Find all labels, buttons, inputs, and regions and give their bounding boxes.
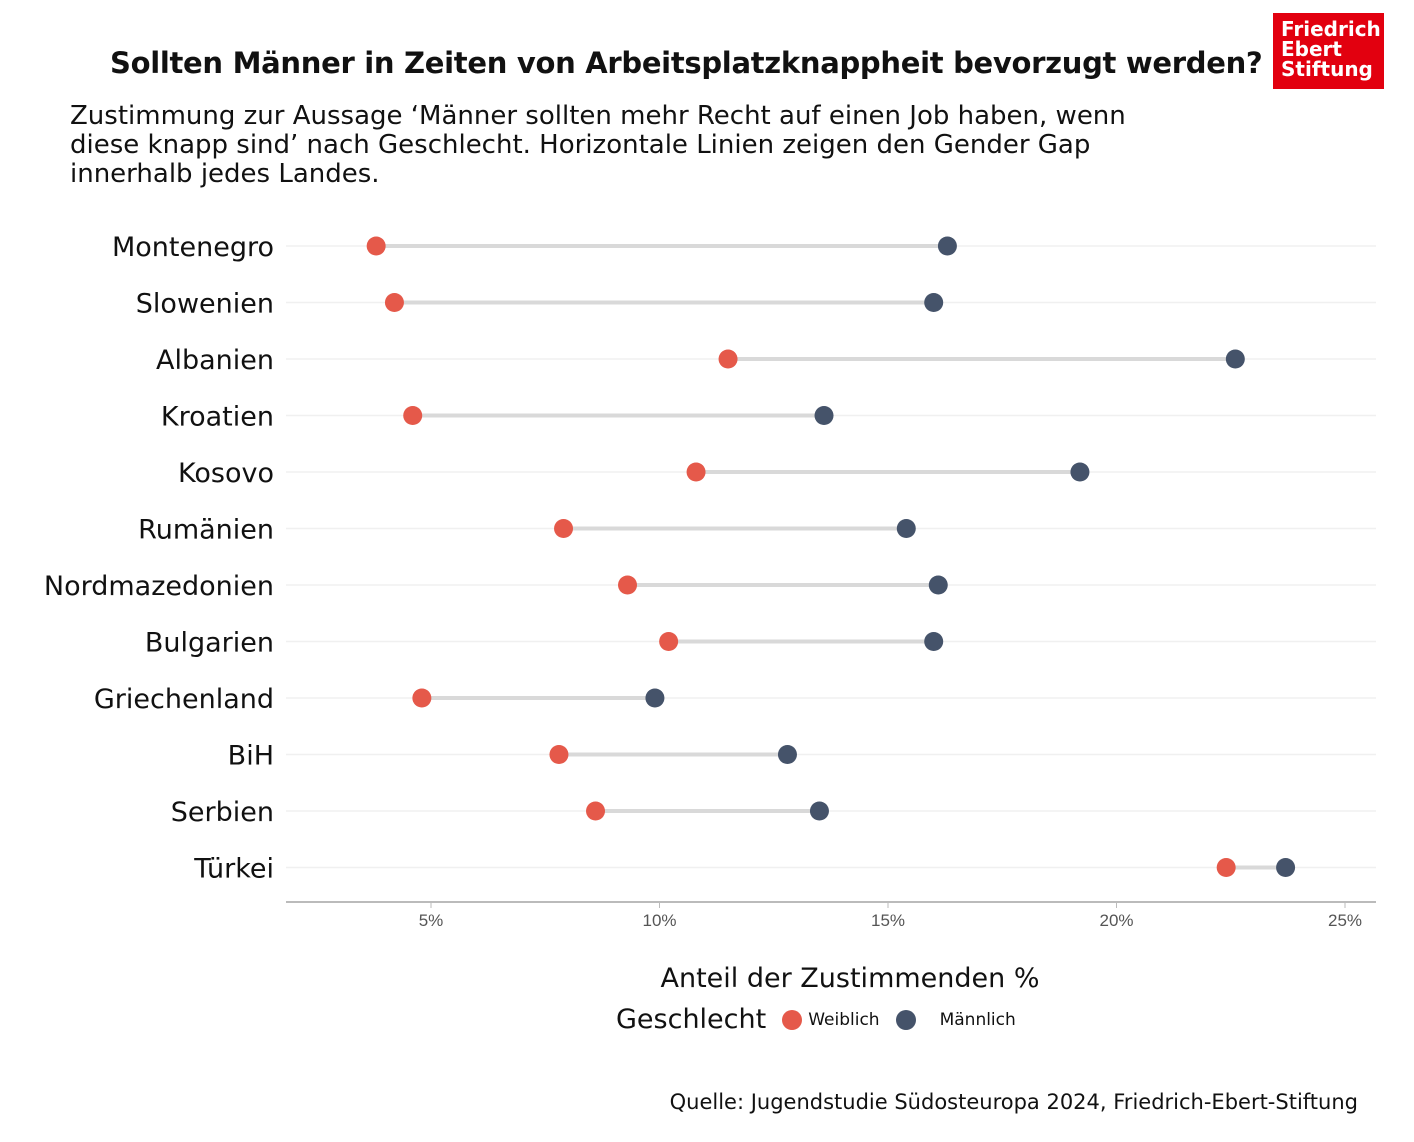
category-label: Albanien bbox=[156, 345, 274, 376]
x-tick-label: 15% bbox=[871, 911, 905, 930]
legend-dot-weiblich bbox=[782, 1009, 803, 1030]
point-männlich bbox=[1225, 349, 1245, 369]
legend-dot-maennlich bbox=[895, 1009, 916, 1030]
point-weiblich bbox=[659, 632, 679, 651]
point-weiblich bbox=[384, 293, 404, 312]
point-männlich bbox=[924, 293, 944, 312]
x-tick-label: 20% bbox=[1099, 911, 1133, 930]
category-label: Serbien bbox=[171, 797, 274, 828]
point-weiblich bbox=[618, 575, 638, 595]
category-label: BiH bbox=[228, 741, 274, 772]
logo-line: Ebert bbox=[1281, 37, 1342, 61]
category-label: Rumänien bbox=[138, 515, 274, 546]
point-weiblich bbox=[554, 519, 574, 538]
legend-label-maennlich: Männlich bbox=[939, 1009, 1016, 1030]
point-weiblich bbox=[366, 236, 386, 256]
point-männlich bbox=[645, 688, 665, 708]
category-label: Nordmazedonien bbox=[44, 571, 274, 602]
legend-label-weiblich: Weiblich bbox=[808, 1009, 880, 1030]
point-weiblich bbox=[403, 406, 423, 425]
point-weiblich bbox=[686, 462, 706, 482]
logo-line: Friedrich bbox=[1281, 17, 1381, 41]
point-männlich bbox=[814, 406, 834, 425]
chart-subtitle: Zustimmung zur Aussage ‘Männer sollten m… bbox=[70, 101, 1126, 189]
x-axis-label: Anteil der Zustimmenden % bbox=[660, 963, 1040, 994]
point-weiblich bbox=[586, 801, 606, 821]
chart-title: Sollten Männer in Zeiten von Arbeitsplat… bbox=[110, 46, 1263, 80]
point-weiblich bbox=[718, 349, 738, 369]
point-männlich bbox=[937, 236, 957, 256]
point-weiblich bbox=[1216, 858, 1236, 877]
point-männlich bbox=[1070, 462, 1090, 482]
category-label: Slowenien bbox=[136, 289, 274, 320]
source-note: Quelle: Jugendstudie Südosteuropa 2024, … bbox=[669, 1090, 1358, 1114]
point-männlich bbox=[924, 632, 944, 651]
point-männlich bbox=[928, 575, 948, 595]
fes-logo: Friedrich Ebert Stiftung bbox=[1273, 13, 1384, 89]
logo-line: Stiftung bbox=[1281, 57, 1373, 81]
category-label: Türkei bbox=[193, 854, 274, 885]
point-männlich bbox=[896, 519, 916, 538]
category-label: Montenegro bbox=[112, 232, 274, 263]
point-männlich bbox=[809, 801, 829, 821]
x-tick-label: 10% bbox=[642, 911, 676, 930]
point-männlich bbox=[1276, 858, 1296, 877]
point-weiblich bbox=[549, 745, 569, 764]
category-label: Griechenland bbox=[94, 684, 274, 715]
legend-title: Geschlecht bbox=[616, 1004, 767, 1035]
point-männlich bbox=[777, 745, 797, 764]
x-tick-label: 25% bbox=[1328, 911, 1362, 930]
category-label: Kroatien bbox=[161, 402, 274, 433]
category-label: Kosovo bbox=[178, 458, 274, 489]
x-tick-label: 5% bbox=[419, 911, 444, 930]
point-weiblich bbox=[412, 688, 432, 708]
category-label: Bulgarien bbox=[145, 628, 274, 659]
legend: Geschlecht Weiblich Männlich bbox=[616, 1004, 1016, 1035]
